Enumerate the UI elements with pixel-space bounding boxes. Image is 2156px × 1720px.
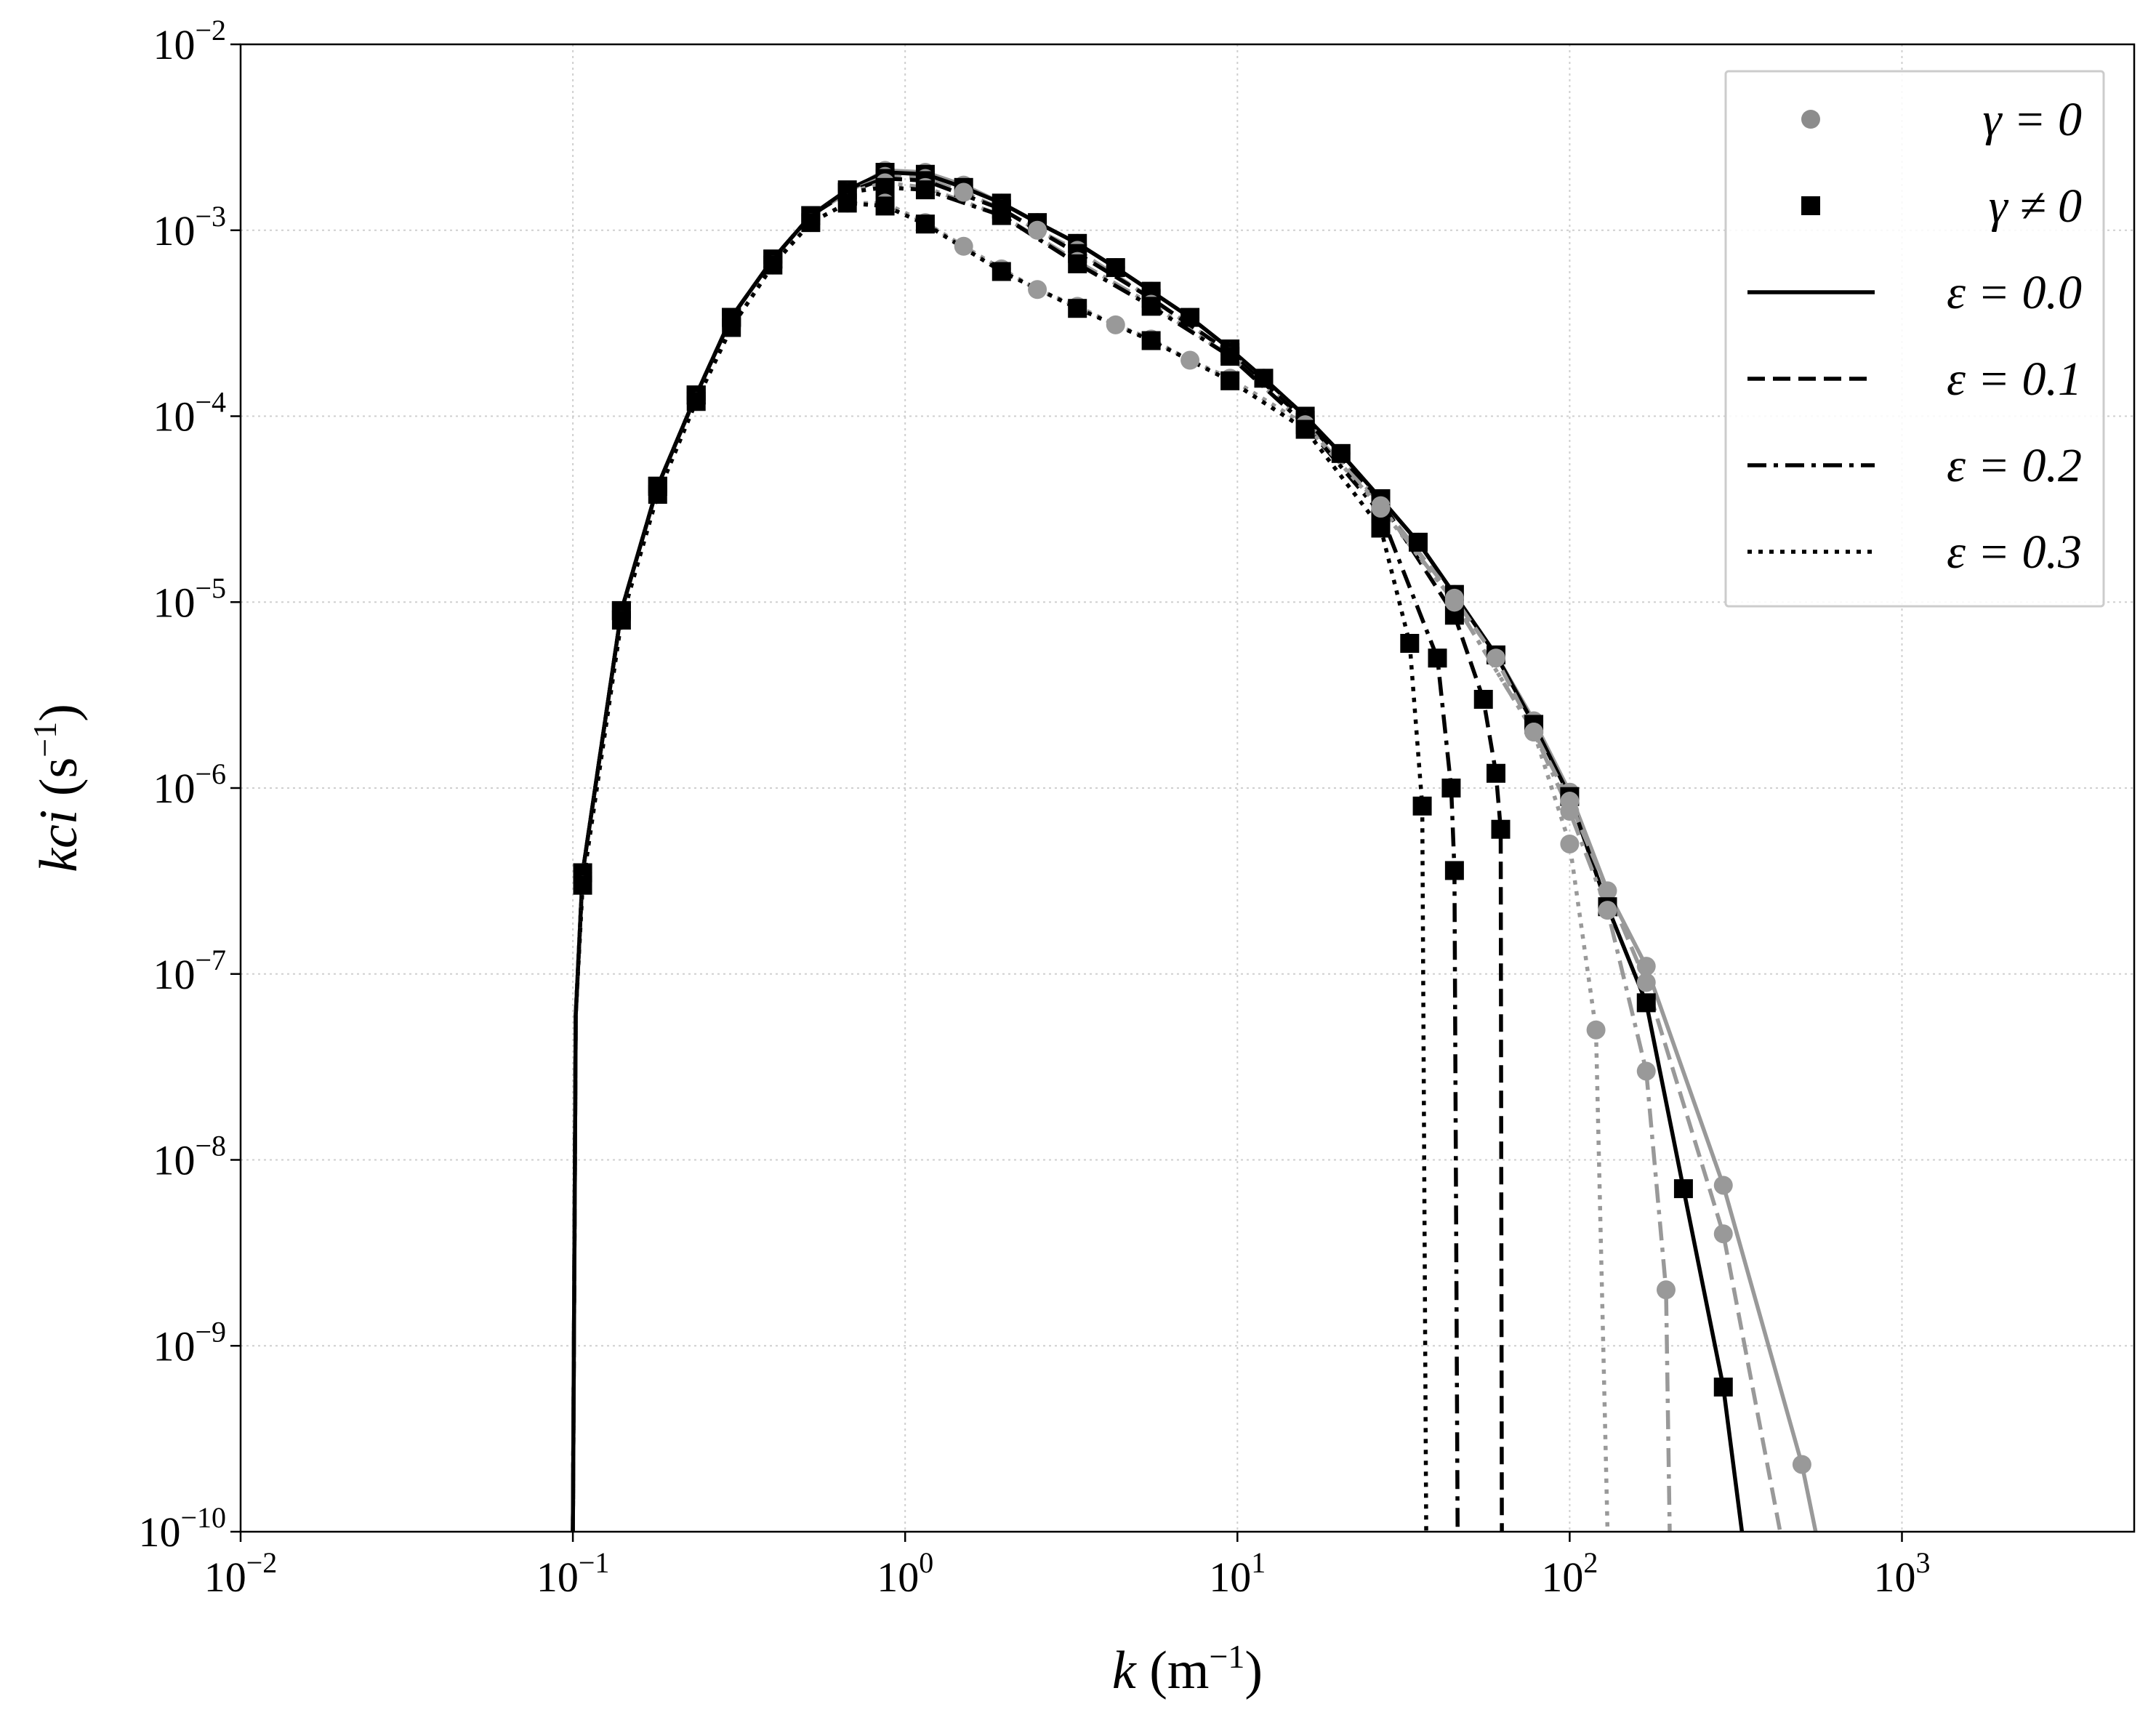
marker (1371, 499, 1391, 518)
marker (1713, 1176, 1733, 1195)
marker (1491, 819, 1511, 839)
marker (1486, 648, 1505, 668)
marker (648, 484, 667, 504)
marker (1180, 308, 1200, 327)
x-tick-label: 102 (1541, 1546, 1598, 1601)
legend-label: γ ≠ 0 (1989, 180, 2082, 233)
marker (1412, 796, 1432, 816)
marker (1636, 957, 1656, 976)
y-tick-label: 10−6 (153, 757, 226, 812)
marker (1792, 1455, 1811, 1474)
marker (1560, 801, 1580, 821)
marker (1106, 315, 1125, 334)
marker (1598, 901, 1617, 920)
marker (1713, 1377, 1733, 1397)
marker (1586, 1020, 1606, 1040)
x-axis-label: k (m−1) (1112, 1638, 1263, 1700)
marker (1673, 1179, 1693, 1199)
marker (1068, 254, 1087, 273)
marker (1636, 993, 1656, 1013)
marker (991, 262, 1011, 281)
marker (915, 214, 935, 234)
marker (573, 875, 592, 895)
marker (1331, 443, 1351, 463)
marker (1400, 633, 1420, 653)
series-line (571, 201, 1428, 1532)
marker (837, 193, 857, 213)
marker (991, 206, 1011, 225)
x-tick-label: 10−1 (536, 1546, 610, 1601)
marker (1713, 1224, 1733, 1244)
marker (1068, 299, 1087, 318)
marker (1473, 689, 1493, 709)
marker (1028, 220, 1047, 240)
marker (763, 255, 783, 275)
plot-area (571, 161, 1818, 1532)
marker (1220, 371, 1240, 390)
marker (1408, 532, 1428, 552)
marker (954, 236, 973, 256)
marker (875, 196, 895, 216)
marker (1656, 1280, 1676, 1300)
marker (801, 213, 821, 233)
marker (1598, 881, 1617, 901)
marker (1636, 973, 1656, 992)
marker (1141, 331, 1161, 350)
legend-label: ε = 0.1 (1947, 353, 2082, 406)
legend-label: ε = 0.0 (1947, 266, 2082, 319)
marker (1444, 592, 1464, 612)
y-axis-label: kci (s−1) (26, 704, 89, 872)
x-tick-label: 100 (877, 1546, 933, 1601)
marker (1141, 297, 1161, 316)
legend-label: ε = 0.2 (1947, 439, 2082, 492)
marker (1428, 648, 1447, 668)
legend-marker (1801, 110, 1820, 129)
marker (1180, 350, 1200, 370)
marker (1441, 779, 1461, 797)
marker (1254, 369, 1274, 388)
y-tick-label: 10−5 (153, 571, 226, 626)
marker (1444, 861, 1464, 880)
x-tick-label: 10−2 (204, 1546, 278, 1601)
marker (1028, 280, 1047, 300)
y-tick-label: 10−7 (153, 944, 226, 998)
marker (1560, 834, 1580, 853)
marker (1636, 1061, 1656, 1081)
marker (1220, 347, 1240, 366)
legend-marker (1801, 196, 1820, 215)
y-tick-label: 10−8 (153, 1130, 226, 1184)
y-tick-label: 10−10 (138, 1501, 226, 1556)
marker (1486, 763, 1505, 783)
marker (722, 318, 741, 337)
series-line (571, 185, 1460, 1532)
marker (915, 180, 935, 200)
y-tick-label: 10−2 (153, 14, 226, 68)
y-tick-label: 10−3 (153, 200, 226, 254)
x-tick-label: 103 (1874, 1546, 1931, 1601)
legend-label: ε = 0.3 (1947, 526, 2082, 579)
y-tick-label: 10−9 (153, 1315, 226, 1370)
marker (1371, 518, 1391, 538)
series-line (571, 170, 1745, 1532)
y-tick-label: 10−4 (153, 386, 226, 441)
marker (1295, 419, 1315, 439)
marker (1106, 258, 1125, 278)
marker (1524, 723, 1544, 742)
legend-label: γ = 0 (1982, 93, 2082, 146)
axes-frame (239, 43, 2136, 1533)
x-tick-label: 101 (1209, 1546, 1266, 1601)
marker (611, 611, 631, 630)
marker (686, 392, 706, 411)
marker (954, 182, 973, 202)
